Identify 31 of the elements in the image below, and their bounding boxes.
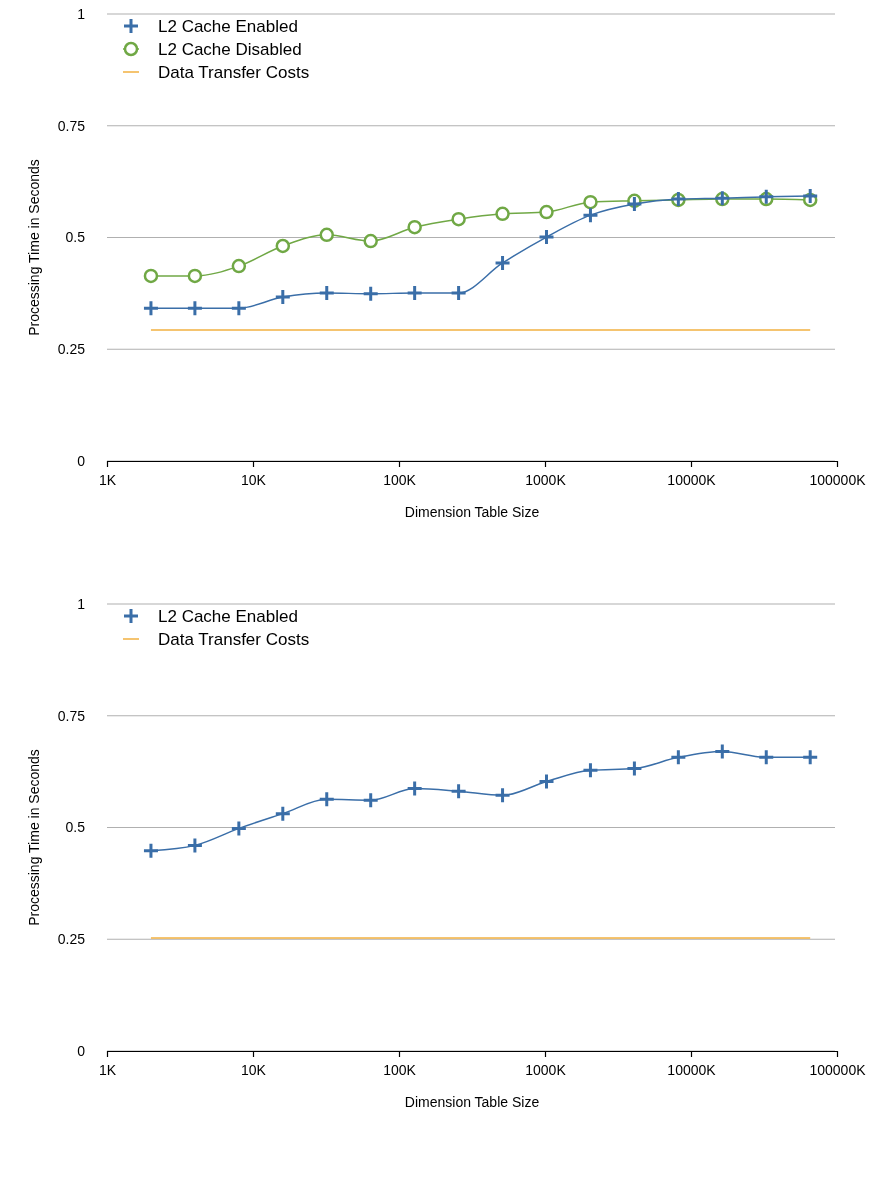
y-tick-label: 0.25 (57, 931, 86, 948)
y-tick-label: 1 (77, 595, 86, 612)
x-tick-label: 1K (98, 472, 117, 489)
x-tick-label: 10000K (667, 472, 717, 489)
legend-label: L2 Cache Disabled (158, 40, 302, 59)
x-tick-label: 1000K (525, 1062, 567, 1079)
x-tick-label: 1000K (525, 472, 567, 489)
y-tick-label: 1 (77, 5, 86, 22)
y-tick-label: 0.5 (65, 819, 86, 836)
y-axis-title: Processing Time in Seconds (26, 749, 42, 926)
x-tick-label: 10K (241, 1062, 267, 1079)
x-axis-title: Dimension Table Size (404, 1094, 540, 1110)
y-tick-label: 0 (77, 452, 86, 469)
y-tick-label: 0.25 (57, 341, 86, 358)
y-tick-label: 0.5 (65, 229, 86, 246)
legend-label: Data Transfer Costs (158, 630, 310, 649)
x-tick-label: 100000K (809, 472, 867, 489)
y-tick-label: 0.75 (57, 707, 86, 724)
x-tick-label: 100K (383, 472, 417, 489)
x-tick-label: 10K (241, 472, 267, 489)
legend-label: Data Transfer Costs (158, 63, 310, 82)
y-tick-label: 0 (77, 1042, 86, 1059)
legend-label: L2 Cache Enabled (158, 607, 298, 626)
x-axis-title: Dimension Table Size (404, 504, 540, 520)
x-tick-label: 100000K (809, 1062, 867, 1079)
legend-label: L2 Cache Enabled (158, 17, 298, 36)
x-tick-label: 1K (98, 1062, 117, 1079)
y-tick-label: 0.75 (57, 117, 86, 134)
x-tick-label: 100K (383, 1062, 417, 1079)
y-axis-title: Processing Time in Seconds (26, 159, 42, 336)
x-tick-label: 10000K (667, 1062, 717, 1079)
